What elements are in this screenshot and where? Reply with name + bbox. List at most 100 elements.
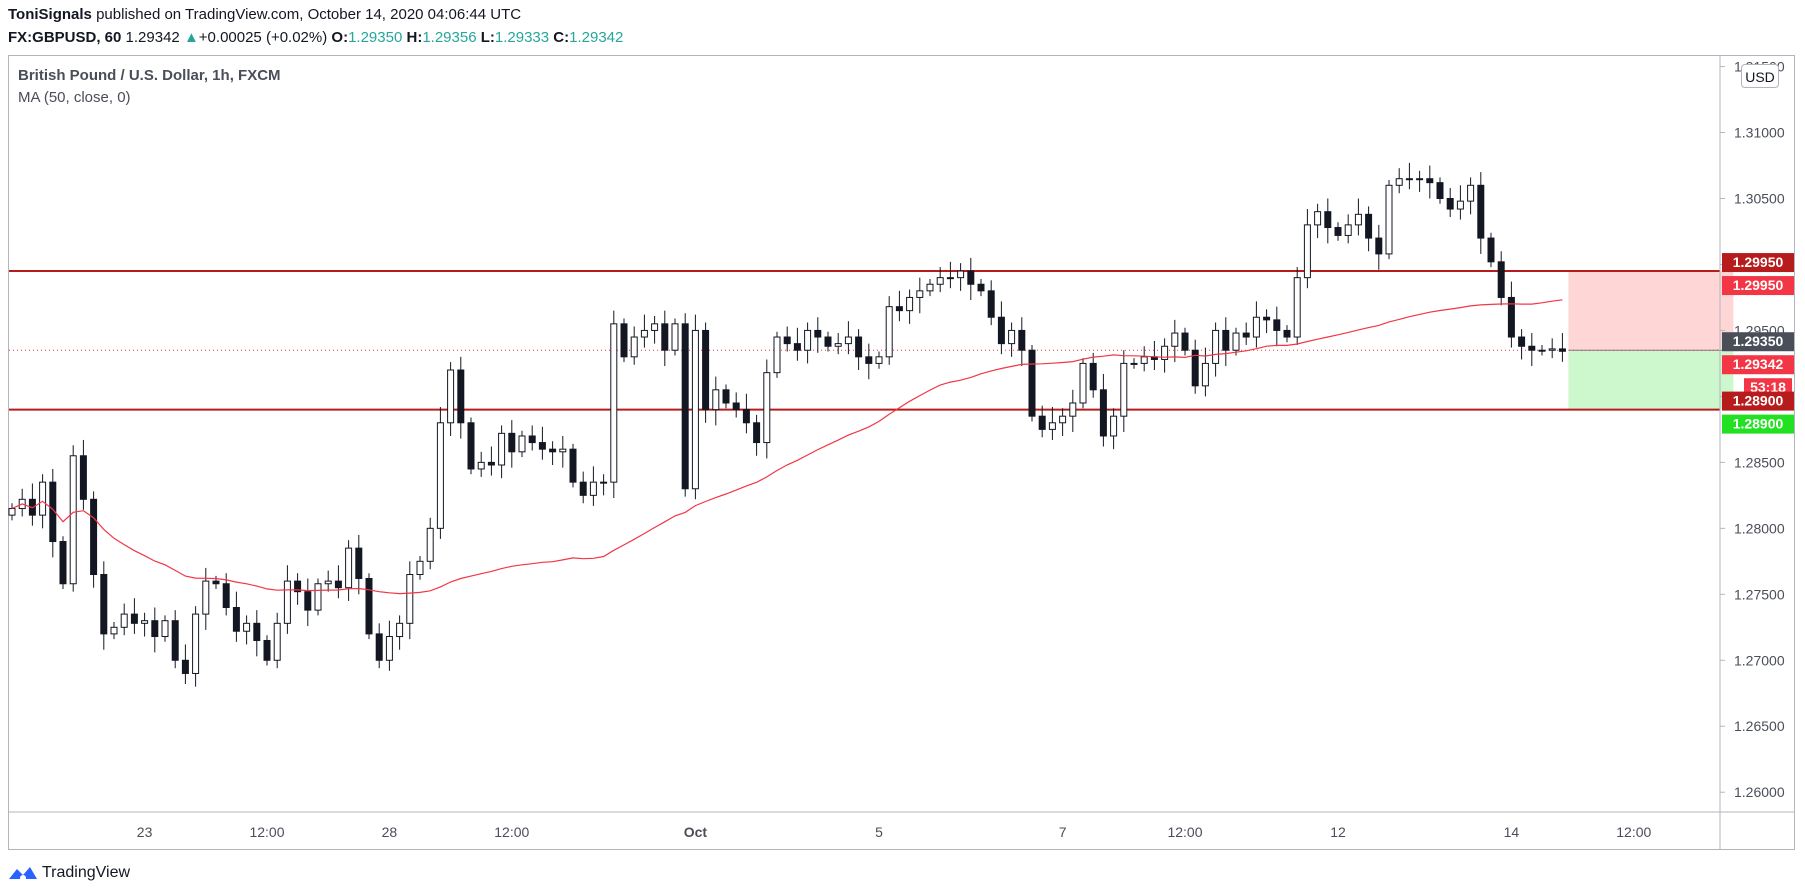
candle bbox=[957, 263, 965, 291]
candle-body bbox=[1191, 349, 1199, 387]
candle bbox=[783, 326, 791, 352]
candle bbox=[396, 615, 404, 650]
change-arrow-icon: ▲ bbox=[183, 29, 199, 46]
candle bbox=[314, 578, 322, 616]
candle-body bbox=[1314, 211, 1322, 226]
candle-body bbox=[79, 455, 87, 500]
candle bbox=[661, 310, 669, 367]
candle-body bbox=[365, 577, 373, 635]
take-profit-zone[interactable] bbox=[1568, 350, 1734, 410]
low-label: L: bbox=[480, 29, 495, 46]
candle-body bbox=[161, 620, 169, 638]
candle-body bbox=[1130, 362, 1138, 365]
candle-body bbox=[967, 270, 975, 285]
candle bbox=[691, 314, 699, 500]
candle bbox=[1477, 172, 1485, 254]
candle bbox=[1518, 329, 1526, 360]
candle-body bbox=[171, 620, 179, 661]
candle-body bbox=[1273, 319, 1281, 331]
candle-body bbox=[416, 560, 424, 576]
instrument-legend[interactable]: British Pound / U.S. Dollar, 1h, FXCM bbox=[18, 67, 281, 84]
candle-body bbox=[39, 481, 47, 516]
candle-body bbox=[294, 580, 302, 593]
candle bbox=[1548, 338, 1556, 359]
candle bbox=[192, 606, 200, 687]
x-tick-label: 23 bbox=[137, 824, 153, 840]
candle-body bbox=[834, 343, 842, 347]
candle bbox=[1334, 222, 1342, 241]
close-label: C: bbox=[553, 29, 570, 46]
candle bbox=[375, 623, 383, 669]
candle-body bbox=[69, 455, 77, 585]
candle bbox=[1375, 224, 1383, 270]
candle bbox=[457, 356, 465, 439]
candle-body bbox=[498, 432, 506, 466]
candle-body bbox=[192, 613, 200, 674]
candle bbox=[8, 503, 16, 521]
publish-info: ToniSignals published on TradingView.com… bbox=[8, 6, 521, 23]
candle bbox=[651, 315, 659, 344]
candle bbox=[90, 491, 98, 588]
candle-body bbox=[324, 580, 332, 585]
candle-body bbox=[406, 574, 414, 624]
candle bbox=[1181, 327, 1189, 356]
candle bbox=[681, 313, 689, 497]
author-name[interactable]: ToniSignals bbox=[8, 6, 92, 23]
symbol-ohlc-line: FX:GBPUSD, 60 1.29342 ▲+0.00025 (+0.02%)… bbox=[8, 29, 623, 46]
candle bbox=[1161, 338, 1169, 373]
level-price-tag: 1.28900 bbox=[1733, 393, 1784, 409]
candle bbox=[1120, 350, 1128, 433]
moving-average-line[interactable] bbox=[11, 299, 1563, 595]
candle bbox=[620, 318, 628, 363]
candle bbox=[712, 376, 720, 426]
stop-loss-zone[interactable] bbox=[1568, 271, 1734, 351]
candle bbox=[1079, 358, 1087, 409]
stop-price-tag-bg bbox=[1722, 276, 1794, 296]
candle-body bbox=[997, 316, 1005, 345]
candle-body bbox=[253, 622, 261, 641]
price-change: +0.00025 (+0.02%) bbox=[198, 29, 328, 46]
candle-body bbox=[141, 620, 149, 624]
indicator-legend[interactable]: MA (50, close, 0) bbox=[18, 89, 131, 106]
candle bbox=[753, 414, 761, 456]
candle bbox=[671, 318, 679, 356]
currency-button[interactable]: USD bbox=[1741, 64, 1779, 88]
candle-body bbox=[1120, 362, 1128, 417]
candle bbox=[1324, 198, 1332, 244]
candle-body bbox=[385, 636, 393, 661]
candle bbox=[967, 257, 975, 301]
candle-body bbox=[681, 323, 689, 490]
candle-body bbox=[1487, 237, 1495, 263]
candle-body bbox=[130, 613, 138, 624]
candle bbox=[477, 451, 485, 477]
candle bbox=[1110, 408, 1118, 450]
candle bbox=[1405, 162, 1413, 190]
candle-body bbox=[1416, 178, 1424, 181]
candle-body bbox=[559, 448, 567, 453]
candle-body bbox=[212, 580, 220, 585]
candle bbox=[171, 610, 179, 669]
candle-body bbox=[1242, 332, 1250, 338]
footer-brand[interactable]: TradingView bbox=[8, 862, 130, 884]
candle bbox=[906, 289, 914, 324]
candle bbox=[1252, 301, 1260, 348]
candle bbox=[110, 622, 118, 640]
last-price-tag-bg bbox=[1722, 355, 1794, 375]
candle bbox=[263, 635, 271, 666]
candle-body bbox=[610, 323, 618, 483]
candle bbox=[763, 359, 771, 459]
candle-body bbox=[1354, 213, 1362, 226]
candle bbox=[875, 351, 883, 369]
level-price-tag-bg bbox=[1722, 391, 1794, 411]
candle bbox=[1201, 347, 1209, 397]
y-tick-label: 1.26500 bbox=[1734, 718, 1785, 734]
candle bbox=[334, 565, 342, 599]
candle-body bbox=[1558, 348, 1566, 352]
candle bbox=[977, 278, 985, 297]
symbol-label: FX:GBPUSD, 60 bbox=[8, 29, 122, 46]
candle bbox=[18, 488, 26, 517]
candle bbox=[865, 343, 873, 380]
target-price-tag-bg bbox=[1722, 414, 1794, 434]
candle-body bbox=[222, 583, 230, 608]
